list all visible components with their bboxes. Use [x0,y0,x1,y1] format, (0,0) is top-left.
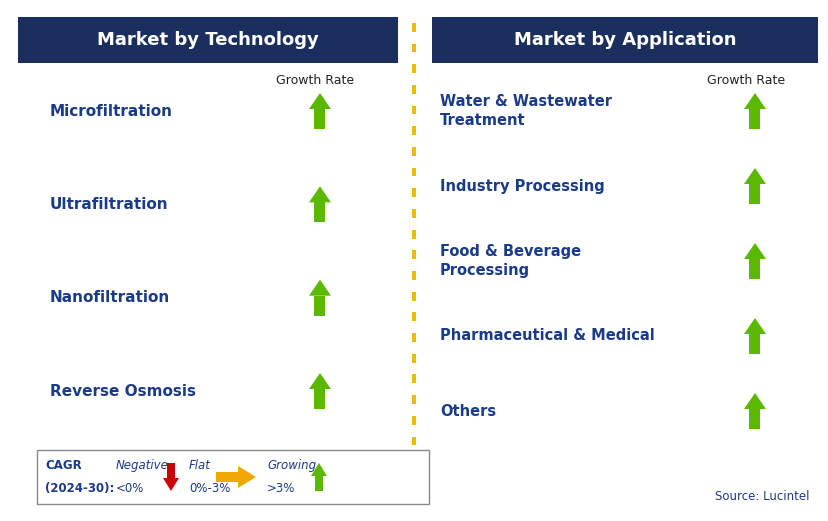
Bar [314,389,325,409]
Text: Reverse Osmosis: Reverse Osmosis [50,383,195,399]
Polygon shape [743,318,765,334]
Bar [314,295,325,316]
Text: Growing: Growing [267,458,315,472]
Polygon shape [163,478,179,491]
Bar [431,17,817,63]
Bar [315,476,323,491]
Text: Market by Technology: Market by Technology [97,31,319,49]
Text: Flat: Flat [189,458,210,472]
Bar [314,202,325,222]
Bar [749,109,759,129]
Text: Ultrafiltration: Ultrafiltration [50,197,168,212]
Text: Market by Application: Market by Application [513,31,735,49]
Text: (2024-30):: (2024-30): [45,482,114,495]
Bar [749,409,759,429]
Polygon shape [309,93,330,109]
Text: Negative: Negative [116,458,169,472]
Text: Others: Others [440,403,495,418]
Bar [749,259,759,279]
Bar [314,109,325,129]
Bar [18,17,397,63]
Text: Industry Processing: Industry Processing [440,179,604,193]
Text: <0%: <0% [116,482,144,495]
FancyBboxPatch shape [37,450,428,504]
Text: Pharmaceutical & Medical: Pharmaceutical & Medical [440,329,654,343]
Polygon shape [309,280,330,295]
Bar [166,463,175,478]
Polygon shape [743,243,765,259]
Text: 0%-3%: 0%-3% [189,482,230,495]
Text: CAGR: CAGR [45,458,82,472]
Text: Water & Wastewater
Treatment: Water & Wastewater Treatment [440,94,611,128]
Text: >3%: >3% [267,482,295,495]
Polygon shape [743,168,765,184]
Polygon shape [309,373,330,389]
Bar [749,334,759,354]
Polygon shape [310,463,326,476]
Polygon shape [743,393,765,409]
Text: Microfiltration: Microfiltration [50,104,173,118]
Bar [749,184,759,204]
Polygon shape [743,93,765,109]
Polygon shape [309,187,330,202]
Polygon shape [238,466,256,488]
Text: Food & Beverage
Processing: Food & Beverage Processing [440,244,580,278]
Text: Nanofiltration: Nanofiltration [50,290,170,305]
Text: Growth Rate: Growth Rate [706,75,784,88]
Bar [216,472,238,482]
Text: Growth Rate: Growth Rate [276,75,354,88]
Text: Source: Lucintel: Source: Lucintel [715,490,809,503]
